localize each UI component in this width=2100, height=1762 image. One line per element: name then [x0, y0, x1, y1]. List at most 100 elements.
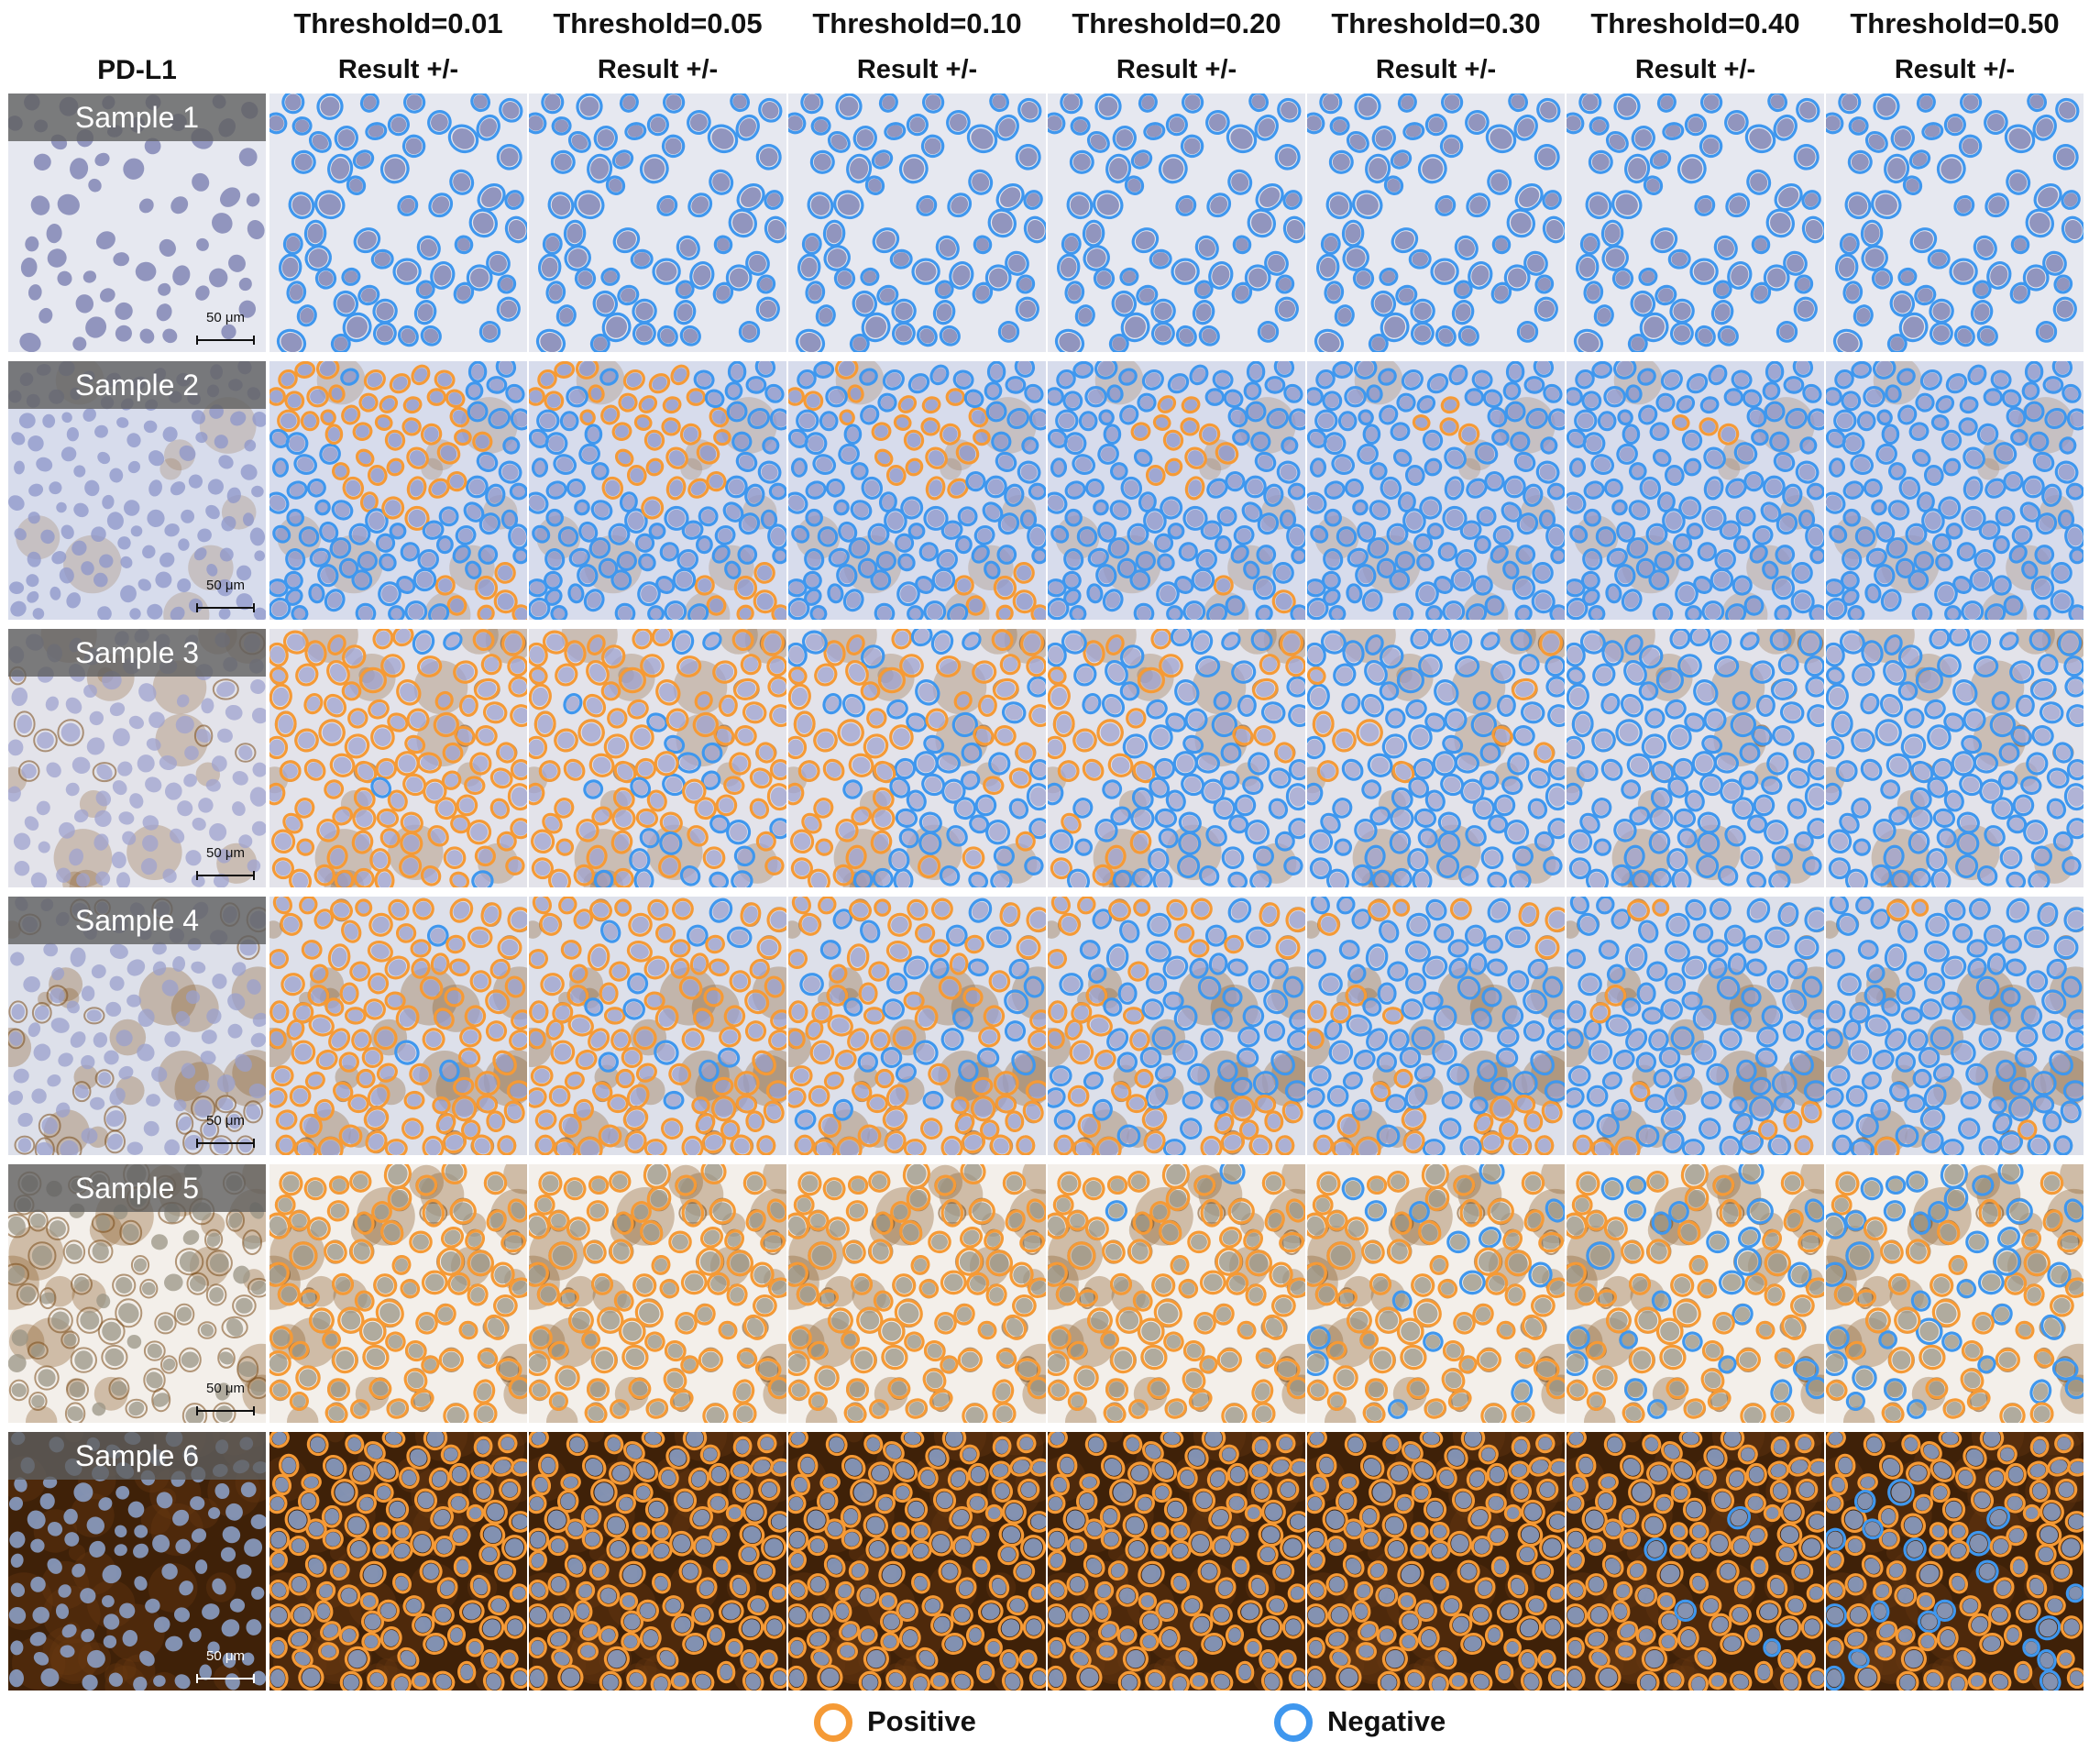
threshold-header-2: Threshold=0.05 Result +/- [523, 0, 792, 92]
scale-bar-label: 50 μm [206, 1381, 245, 1396]
overlay-image [1307, 94, 1565, 352]
result-image-sample-4-threshold-1 [269, 897, 527, 1155]
overlay-image [529, 629, 786, 887]
result-image-sample-2-threshold-7 [1826, 361, 2084, 620]
scale-bar: 50 μm [196, 845, 255, 882]
result-image-sample-5-threshold-1 [269, 1164, 527, 1423]
result-image-sample-4-threshold-3 [788, 897, 1046, 1155]
pd-l1-image-sample-4: Sample 4 50 μm [8, 897, 266, 1155]
pd-l1-image-sample-3: Sample 3 50 μm [8, 629, 266, 887]
overlay-image [1048, 1432, 1305, 1690]
overlay-image [1048, 361, 1305, 620]
sample-label: Sample 3 [8, 629, 266, 677]
scale-bar: 50 μm [196, 310, 255, 347]
result-image-sample-6-threshold-3 [788, 1432, 1046, 1690]
scale-bar-label: 50 μm [206, 578, 245, 593]
pd-l1-image-sample-6: Sample 6 50 μm [8, 1432, 266, 1690]
overlay-image [788, 897, 1046, 1155]
legend: Positive Negative [0, 1694, 2100, 1758]
result-image-sample-6-threshold-7 [1826, 1432, 2084, 1690]
overlay-image [269, 1432, 527, 1690]
overlay-image [269, 94, 527, 352]
overlay-image [529, 897, 786, 1155]
result-label: Result +/- [1634, 55, 1756, 84]
sample-label: Sample 4 [8, 897, 266, 944]
threshold-header-4: Threshold=0.20 Result +/- [1042, 0, 1311, 92]
result-image-sample-5-threshold-5 [1307, 1164, 1565, 1423]
result-label: Result +/- [856, 55, 978, 84]
overlay-image [1567, 897, 1824, 1155]
result-image-sample-6-threshold-5 [1307, 1432, 1565, 1690]
result-image-sample-2-threshold-4 [1048, 361, 1305, 620]
overlay-image [788, 1432, 1046, 1690]
legend-positive-label: Positive [867, 1705, 976, 1737]
overlay-image [788, 94, 1046, 352]
overlay-image [269, 897, 527, 1155]
pd-l1-image-sample-5: Sample 5 50 μm [8, 1164, 266, 1423]
result-image-sample-5-threshold-7 [1826, 1164, 2084, 1423]
overlay-image [1826, 94, 2084, 352]
result-image-sample-1-threshold-7 [1826, 94, 2084, 352]
result-image-sample-2-threshold-2 [529, 361, 786, 620]
result-image-sample-5-threshold-3 [788, 1164, 1046, 1423]
threshold-header-1: Threshold=0.01 Result +/- [264, 0, 533, 92]
result-image-sample-1-threshold-1 [269, 94, 527, 352]
threshold-header-5: Threshold=0.30 Result +/- [1302, 0, 1570, 92]
positive-ring-icon [814, 1703, 852, 1742]
overlay-image [269, 1164, 527, 1423]
overlay-image [1048, 629, 1305, 887]
legend-negative-label: Negative [1327, 1705, 1446, 1737]
overlay-image [1567, 1432, 1824, 1690]
threshold-label: Threshold=0.20 [1072, 7, 1281, 39]
result-image-sample-4-threshold-4 [1048, 897, 1305, 1155]
overlay-image [1307, 897, 1565, 1155]
result-label: Result +/- [1116, 55, 1237, 84]
result-image-sample-4-threshold-6 [1567, 897, 1824, 1155]
overlay-image [529, 361, 786, 620]
threshold-header-7: Threshold=0.50 Result +/- [1820, 0, 2089, 92]
overlay-image [1826, 897, 2084, 1155]
overlay-image [269, 361, 527, 620]
result-label: Result +/- [337, 55, 459, 84]
stain-header: PD-L1 [8, 0, 266, 92]
scale-bar-label: 50 μm [206, 1113, 245, 1129]
scale-bar: 50 μm [196, 1113, 255, 1150]
sample-label: Sample 5 [8, 1164, 266, 1212]
sample-label: Sample 2 [8, 361, 266, 409]
overlay-image [1826, 1432, 2084, 1690]
result-image-sample-2-threshold-6 [1567, 361, 1824, 620]
overlay-image [1826, 629, 2084, 887]
overlay-image [1307, 361, 1565, 620]
result-image-sample-6-threshold-2 [529, 1432, 786, 1690]
overlay-image [529, 1432, 786, 1690]
overlay-image [788, 629, 1046, 887]
overlay-image [1567, 1164, 1824, 1423]
result-image-sample-5-threshold-2 [529, 1164, 786, 1423]
result-image-sample-4-threshold-5 [1307, 897, 1565, 1155]
result-image-sample-1-threshold-3 [788, 94, 1046, 352]
overlay-image [1307, 629, 1565, 887]
result-image-sample-3-threshold-5 [1307, 629, 1565, 887]
overlay-image [1048, 1164, 1305, 1423]
scale-bar: 50 μm [196, 1381, 255, 1417]
scale-bar-label: 50 μm [206, 1648, 245, 1664]
result-image-sample-1-threshold-4 [1048, 94, 1305, 352]
overlay-image [1567, 94, 1824, 352]
scale-bar-label: 50 μm [206, 845, 245, 861]
threshold-label: Threshold=0.10 [812, 7, 1022, 39]
result-label: Result +/- [597, 55, 719, 84]
overlay-image [529, 1164, 786, 1423]
threshold-label: Threshold=0.01 [293, 7, 503, 39]
pd-l1-image-sample-2: Sample 2 50 μm [8, 361, 266, 620]
stain-header-label: PD-L1 [97, 55, 177, 85]
result-image-sample-6-threshold-4 [1048, 1432, 1305, 1690]
scale-bar-label: 50 μm [206, 310, 245, 325]
result-image-sample-2-threshold-1 [269, 361, 527, 620]
threshold-label: Threshold=0.05 [553, 7, 763, 39]
result-image-sample-3-threshold-2 [529, 629, 786, 887]
overlay-image [1567, 361, 1824, 620]
result-image-sample-3-threshold-7 [1826, 629, 2084, 887]
result-image-sample-4-threshold-7 [1826, 897, 2084, 1155]
threshold-header-3: Threshold=0.10 Result +/- [783, 0, 1051, 92]
